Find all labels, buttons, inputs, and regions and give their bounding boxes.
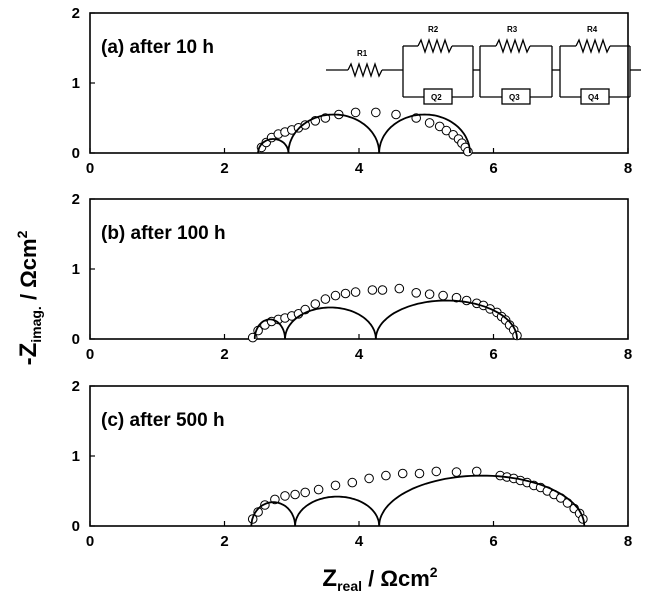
- x-axis-title: Zreal / Ωcm2: [322, 564, 437, 594]
- panel-label-b: (b) after 100 h: [101, 223, 226, 244]
- data-point-b: [394, 283, 405, 294]
- label-r4: R4: [587, 25, 598, 34]
- data-point-b: [411, 288, 422, 298]
- data-point-b: [330, 290, 341, 301]
- fit-arc-b: [374, 299, 518, 340]
- data-point-b: [424, 289, 435, 300]
- panel-c: 0 2 4 6 8 0 1 2 (c) after 500 h: [72, 378, 633, 550]
- x-tick-label-b: 8: [624, 346, 632, 363]
- x-tick-label-b: 4: [355, 346, 364, 363]
- fit-arc-c: [378, 474, 586, 527]
- label-q3: Q3: [509, 93, 520, 102]
- plot-frame-a: [89, 12, 629, 154]
- fit-arc-c: [250, 501, 297, 526]
- x-tick-label-b: 0: [86, 346, 94, 363]
- x-tick-label-b: 6: [489, 346, 497, 363]
- y-axis-title-sup: 2: [14, 230, 30, 238]
- data-point-c: [397, 468, 408, 479]
- label-r3: R3: [507, 25, 518, 34]
- panel-a: 0 2 4 6 8 0 1 2 (a) after 10 h: [72, 5, 633, 177]
- data-point-c: [290, 489, 300, 500]
- x-tick-label-a: 4: [355, 160, 364, 177]
- x-axis-title-sub: real: [337, 578, 362, 594]
- x-tick-label-c: 2: [220, 533, 228, 550]
- data-point-c: [330, 480, 341, 491]
- y-tick-label-a: 1: [72, 75, 80, 92]
- label-r2: R2: [428, 25, 439, 34]
- data-point-a: [434, 121, 445, 132]
- data-point-c: [313, 484, 324, 495]
- data-point-c: [414, 468, 425, 479]
- data-point-c: [280, 491, 290, 501]
- data-point-c: [300, 487, 311, 498]
- data-point-b: [310, 299, 321, 309]
- x-axis-title-main: Z: [322, 565, 337, 592]
- data-point-c: [347, 477, 358, 488]
- x-axis-title-unit: / Ωcm: [362, 566, 430, 591]
- fit-arc-b: [253, 318, 286, 339]
- panel-label-c: (c) after 500 h: [101, 410, 225, 431]
- x-tick-label-a: 0: [86, 160, 94, 177]
- label-q4: Q4: [588, 93, 599, 102]
- y-axis-title-sub: imag.: [28, 306, 44, 343]
- x-tick-label-c: 0: [86, 533, 94, 550]
- data-point-a: [391, 109, 401, 120]
- plot-frame-b: [89, 198, 629, 340]
- y-axis-title: -Zimag. / Ωcm2: [14, 230, 44, 365]
- data-point-b: [320, 294, 331, 304]
- fit-arc-a: [378, 113, 471, 154]
- resistor-r1: [347, 61, 383, 79]
- label-q2: Q2: [431, 93, 442, 102]
- y-tick-label-b: 2: [72, 191, 80, 208]
- x-tick-label-a: 6: [489, 160, 497, 177]
- data-point-a: [424, 118, 435, 128]
- x-tick-label-c: 6: [489, 533, 497, 550]
- data-point-a: [441, 125, 452, 136]
- resistor-r3: [495, 37, 531, 55]
- y-tick-label-c: 2: [72, 378, 80, 395]
- y-tick-label-c: 0: [72, 518, 80, 535]
- data-point-c: [381, 470, 391, 481]
- data-point-c: [451, 467, 462, 477]
- y-axis-title-main: -Z: [15, 343, 42, 366]
- fit-arc-b: [284, 306, 377, 340]
- data-point-b: [377, 285, 388, 295]
- data-point-a: [463, 146, 473, 157]
- plot-frame-c: [89, 385, 629, 527]
- y-tick-label-a: 0: [72, 145, 80, 162]
- equivalent-circuit: [326, 37, 641, 105]
- fit-arc-c: [294, 495, 381, 527]
- x-tick-label-b: 2: [220, 346, 228, 363]
- data-point-b: [340, 288, 351, 299]
- x-tick-label-a: 8: [624, 160, 632, 177]
- panel-label-a: (a) after 10 h: [101, 37, 214, 58]
- x-tick-label-c: 8: [624, 533, 632, 550]
- y-tick-label-b: 1: [72, 261, 80, 278]
- data-point-a: [300, 120, 311, 130]
- svg-text:-Zimag. / Ωcm2: -Zimag. / Ωcm2: [14, 230, 44, 365]
- x-tick-label-c: 4: [355, 533, 364, 550]
- data-point-c: [471, 466, 482, 477]
- label-r1: R1: [357, 49, 368, 58]
- y-axis-title-unit: / Ωcm: [16, 238, 41, 306]
- data-point-c: [431, 466, 442, 477]
- circuit-labels: R1 R2 R3 R4 Q2 Q3 Q4: [357, 25, 599, 102]
- resistor-r4: [575, 37, 611, 55]
- data-point-b: [438, 290, 448, 301]
- y-tick-label-a: 2: [72, 5, 80, 22]
- data-point-a: [350, 107, 361, 118]
- data-point-c: [364, 473, 374, 484]
- data-point-a: [371, 107, 381, 118]
- y-tick-label-c: 1: [72, 448, 80, 465]
- data-point-b: [350, 287, 361, 297]
- x-axis-title-sup: 2: [430, 564, 438, 580]
- fit-arc-a: [287, 113, 381, 154]
- x-tick-label-a: 2: [220, 160, 228, 177]
- y-tick-label-b: 0: [72, 331, 80, 348]
- panel-b: 0 2 4 6 8 0 1 2 (b) after 100 h: [72, 191, 633, 363]
- data-point-b: [367, 285, 378, 295]
- resistor-r2: [417, 37, 453, 55]
- fit-arc-a: [257, 138, 290, 153]
